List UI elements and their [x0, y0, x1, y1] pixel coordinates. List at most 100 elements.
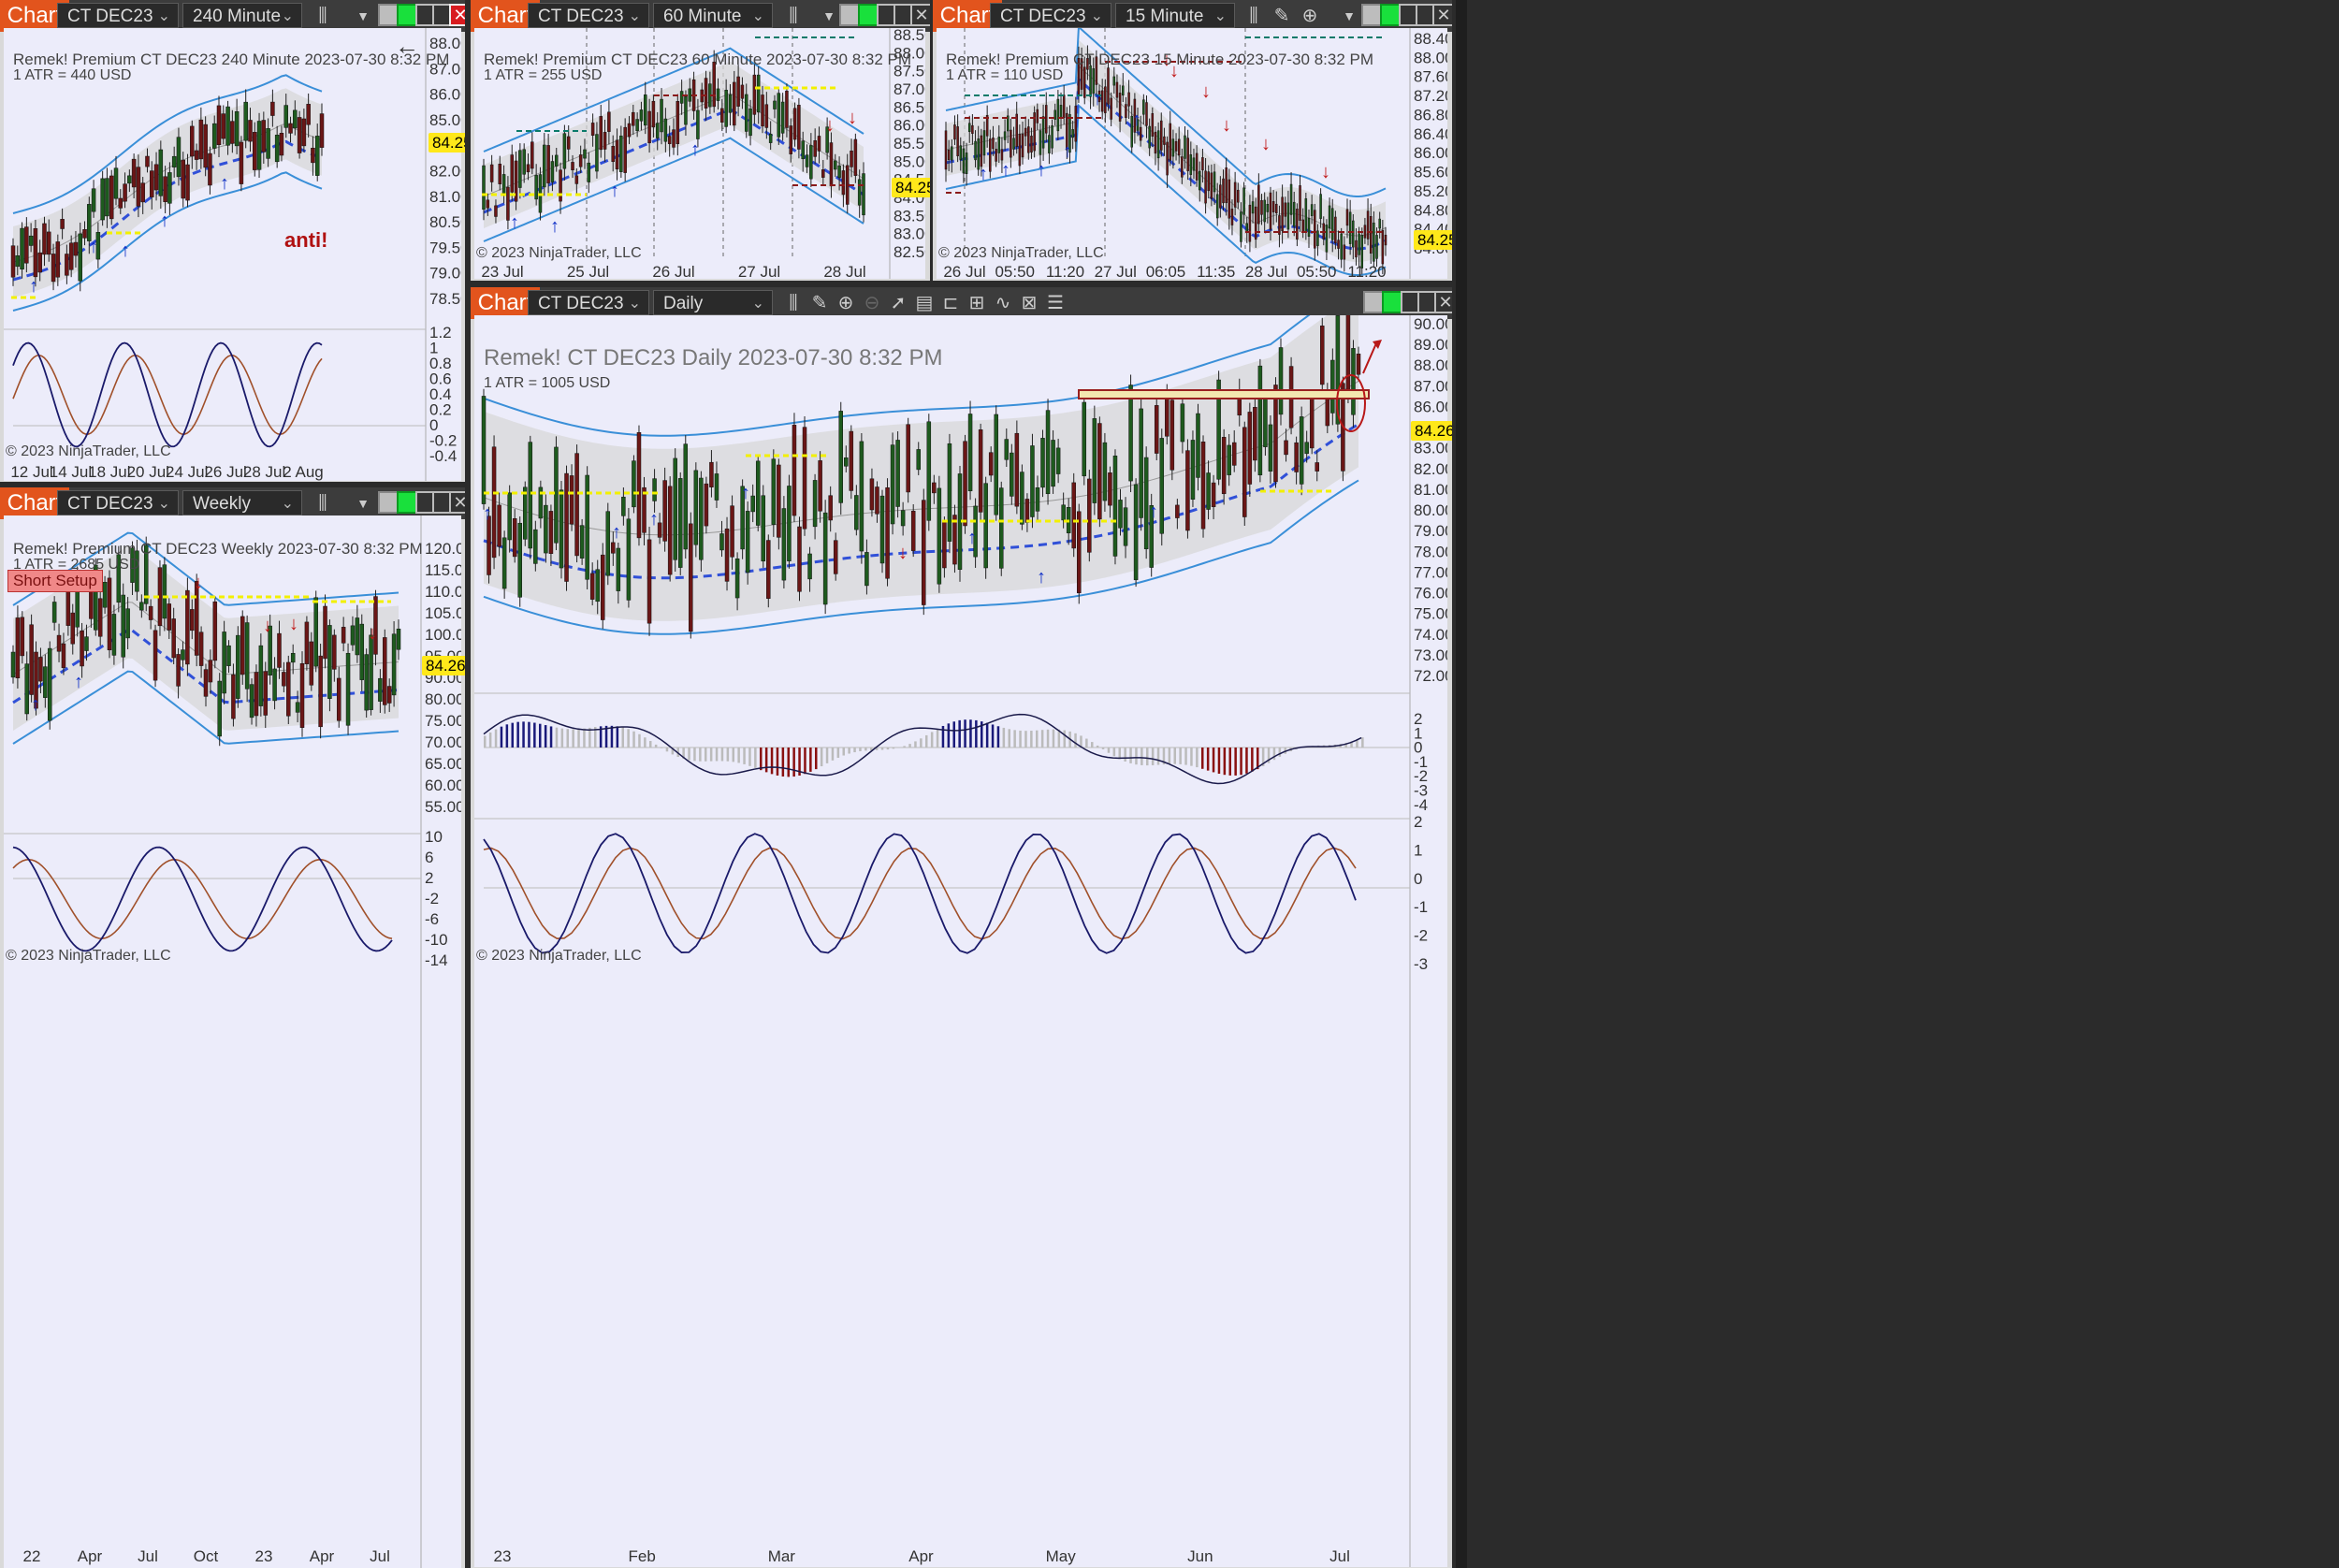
y-axis-label: 65.00: [425, 755, 461, 773]
pencil-icon[interactable]: ✎: [811, 293, 828, 313]
close-button[interactable]: ✕: [1432, 4, 1452, 26]
period-selector[interactable]: Weekly ⌄: [182, 490, 302, 515]
properties-icon[interactable]: ⊠: [1021, 293, 1038, 313]
plot-area[interactable]: 88.0087.0086.0085.0083.0082.0081.0080.50…: [4, 28, 465, 481]
bar-style-icon[interactable]: ⫼: [318, 6, 327, 26]
y-axis-label: 60.00: [425, 777, 461, 794]
histogram-bar: [914, 741, 917, 748]
period-selector[interactable]: 240 Minute ⌄: [182, 3, 302, 28]
x-axis-label: 25 Jul: [567, 263, 609, 279]
zoom-in-icon[interactable]: ⊕: [1301, 6, 1318, 26]
bracket-icon[interactable]: ⊏: [942, 293, 959, 313]
candle: [84, 636, 89, 651]
candle: [589, 573, 595, 600]
period-selector[interactable]: 15 Minute ⌄: [1115, 3, 1235, 28]
plot-area[interactable]: 88.5088.0087.5087.0086.5086.0085.5085.00…: [474, 28, 930, 279]
histogram-bar: [947, 723, 951, 748]
close-button[interactable]: ✕: [910, 4, 930, 26]
plot-area[interactable]: 88.4088.00 87.6087.2086.80 86.4086.00 85.60…: [937, 28, 1452, 279]
osc-axis-label: 2: [1414, 813, 1422, 831]
bar-style-icon[interactable]: ⫼: [318, 493, 327, 514]
x-axis-label: 28 Jul: [1245, 263, 1287, 279]
down-arrow-icon: ↓: [1162, 50, 1171, 70]
candle: [1378, 218, 1381, 229]
instrument-selector[interactable]: CT DEC23 ⌄: [528, 3, 649, 28]
x-axis-label: May: [1046, 1547, 1077, 1565]
candle: [65, 254, 69, 276]
down-arrow-icon: ↓: [1321, 162, 1330, 182]
histogram-bar: [754, 748, 757, 768]
candle: [869, 478, 875, 511]
pencil-icon[interactable]: ✎: [1273, 6, 1290, 26]
indicator-icon[interactable]: ∿: [995, 293, 1011, 313]
x-axis-label: 27 Jul: [1095, 263, 1137, 279]
chevron-down-icon[interactable]: ▼: [822, 8, 835, 23]
candle: [1041, 116, 1045, 149]
candle: [1307, 217, 1311, 237]
osc-axis-label: -2: [425, 890, 439, 907]
toolbar: Chart CT DEC23 ⌄ Weekly ⌄ ⫼ ▼ ✕: [0, 487, 465, 519]
histogram-bar: [870, 748, 873, 751]
instrument-selector[interactable]: CT DEC23 ⌄: [57, 3, 179, 28]
candle: [967, 414, 973, 492]
histogram-bar: [1267, 748, 1271, 763]
candle: [293, 109, 298, 129]
candle: [1248, 204, 1252, 242]
zoom-out-icon[interactable]: ⊖: [864, 293, 880, 313]
x-axis-label: 27 Jul: [738, 263, 780, 279]
close-button[interactable]: ✕: [449, 491, 465, 514]
candle: [1345, 315, 1351, 394]
up-arrow-icon: ↑: [690, 139, 700, 160]
chevron-down-icon[interactable]: ▼: [356, 8, 370, 23]
plot-area[interactable]: 90.0089.0088.0087.0086.0085.0083.0082.00…: [474, 315, 1452, 1567]
x-axis-label: 2 Aug: [283, 463, 324, 481]
candle: [34, 651, 38, 709]
osc-axis-label: 0: [1414, 870, 1422, 888]
back-arrow-icon[interactable]: ←: [395, 32, 419, 60]
candle: [716, 88, 720, 101]
instrument-selector[interactable]: CT DEC23 ⌄: [528, 290, 649, 315]
candle: [139, 602, 144, 611]
candle: [1066, 112, 1068, 151]
histogram-bar: [1140, 748, 1143, 765]
trend-line: [12, 629, 400, 704]
pointer-icon[interactable]: ➚: [890, 293, 907, 313]
zoom-in-icon[interactable]: ⊕: [837, 293, 854, 313]
candle: [1123, 507, 1128, 546]
bar-style-icon[interactable]: ⫼: [1249, 6, 1258, 26]
bar-style-icon[interactable]: ⫼: [789, 6, 798, 26]
candle: [766, 540, 771, 599]
period-value: 15 Minute: [1126, 7, 1204, 26]
chevron-down-icon[interactable]: ▼: [356, 496, 370, 511]
histogram-bar: [583, 728, 586, 748]
chevron-down-icon[interactable]: ▼: [1343, 8, 1356, 23]
chart-window-weekly: Chart CT DEC23⌄ Weekly⌄ ⫼ ▼ ✕ 120.00115.…: [0, 487, 465, 1568]
candle: [564, 472, 569, 582]
chart-svg: 88.5088.0087.5087.0086.5086.0085.5085.00…: [481, 28, 925, 279]
list-icon[interactable]: ☰: [1047, 293, 1064, 313]
bar-style-icon[interactable]: ⫼: [789, 293, 798, 313]
close-button[interactable]: ✕: [1434, 291, 1452, 313]
up-arrow-icon: ↑: [1037, 160, 1046, 181]
period-selector[interactable]: Daily ⌄: [653, 290, 773, 315]
candle: [1136, 119, 1140, 131]
histogram-bar: [709, 748, 713, 762]
candle: [1122, 85, 1125, 96]
instrument-selector[interactable]: CT DEC23 ⌄: [990, 3, 1111, 28]
candle: [676, 100, 680, 144]
candle: [1148, 125, 1151, 149]
histogram-bar: [1135, 748, 1138, 765]
candle: [845, 165, 850, 205]
candle: [216, 105, 222, 145]
histogram-bar: [930, 732, 934, 748]
candle: [105, 178, 109, 217]
data-box-icon[interactable]: ▤: [915, 293, 934, 313]
x-axis-label: 28 Jul: [243, 463, 285, 481]
plot-area[interactable]: 120.00115.00110.00105.00100.0095.0090.00…: [4, 515, 465, 1568]
histogram-bar: [1184, 748, 1187, 765]
period-selector[interactable]: 60 Minute ⌄: [653, 3, 773, 28]
strategy-icon[interactable]: ⊞: [968, 293, 985, 313]
close-button[interactable]: ✕: [449, 4, 465, 26]
instrument-selector[interactable]: CT DEC23 ⌄: [57, 490, 179, 515]
candle: [211, 123, 217, 149]
